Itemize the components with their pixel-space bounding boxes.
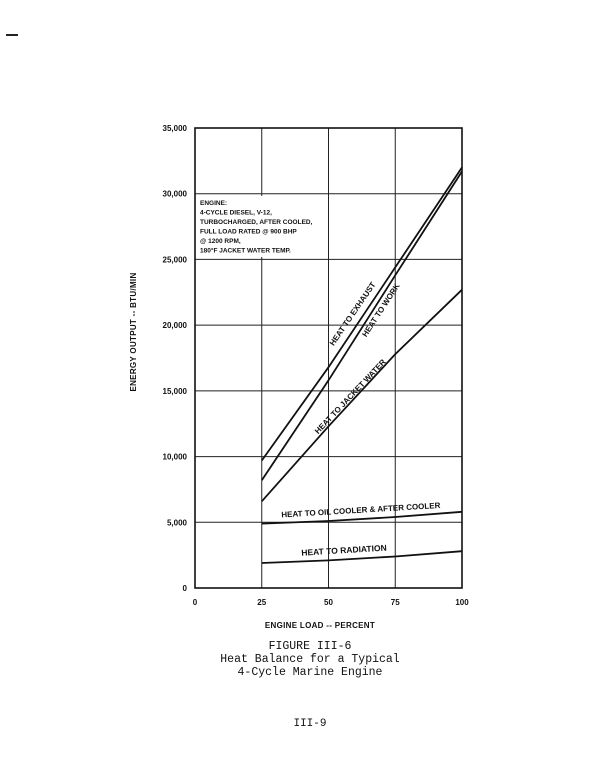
page-number: III-9 — [293, 718, 327, 730]
note-line-5: @ 1200 RPM, — [200, 238, 241, 245]
y-tick-label: 10,000 — [163, 453, 188, 462]
y-tick-labels: 0 5,000 10,000 15,000 20,000 25,000 30,000 35,0… — [163, 124, 188, 593]
figure-title-line-1: Heat Balance for a Typical — [220, 653, 400, 666]
y-tick-label: 5,000 — [167, 518, 188, 527]
x-axis-title: ENGINE LOAD -- PERCENT — [265, 621, 375, 630]
series-line-5 — [261, 550, 463, 564]
x-tick-label: 0 — [193, 598, 198, 607]
y-tick-label: 25,000 — [163, 255, 188, 264]
series-line-2 — [261, 170, 463, 481]
page-margin-mark — [6, 34, 18, 36]
note-line-6: 180°F JACKET WATER TEMP. — [200, 247, 291, 255]
figure-number: FIGURE III-6 — [268, 640, 352, 653]
note-line-4: FULL LOAD RATED @ 900 BHP — [200, 229, 297, 236]
y-tick-label: 20,000 — [163, 321, 188, 330]
chart-figure: 0 5,000 10,000 15,000 20,000 25,000 30,000 35,0… — [129, 124, 469, 630]
x-tick-label: 25 — [257, 598, 266, 607]
x-tick-label: 100 — [455, 598, 469, 607]
y-tick-label: 30,000 — [163, 190, 188, 199]
y-axis-title: ENERGY OUTPUT -- BTU/MIN — [129, 272, 138, 391]
x-tick-label: 75 — [391, 598, 400, 607]
series-label-3: HEAT TO JACKET WATER — [313, 357, 388, 435]
series-line-3 — [261, 289, 463, 502]
note-line-3: TURBOCHARGED, AFTER COOLED, — [200, 219, 313, 226]
note-line-1: ENGINE: — [200, 200, 227, 207]
series-label-5: HEAT TO RADIATION — [301, 543, 387, 558]
y-tick-label: 35,000 — [163, 124, 188, 133]
series-line-4 — [261, 510, 463, 525]
figure-title-line-2: 4-Cycle Marine Engine — [237, 666, 383, 679]
y-tick-label: 15,000 — [163, 387, 188, 396]
note-background — [197, 196, 327, 257]
y-tick-label: 0 — [183, 584, 188, 593]
series-line-1 — [261, 166, 463, 462]
x-tick-labels: 0 25 50 75 100 — [193, 598, 469, 607]
note-line-2: 4-CYCLE DIESEL, V-12, — [200, 210, 272, 217]
curves — [261, 166, 463, 564]
series-label-4: HEAT TO OIL COOLER & AFTER COOLER — [281, 501, 441, 519]
plot-frame — [194, 127, 463, 589]
x-tick-label: 50 — [324, 598, 333, 607]
